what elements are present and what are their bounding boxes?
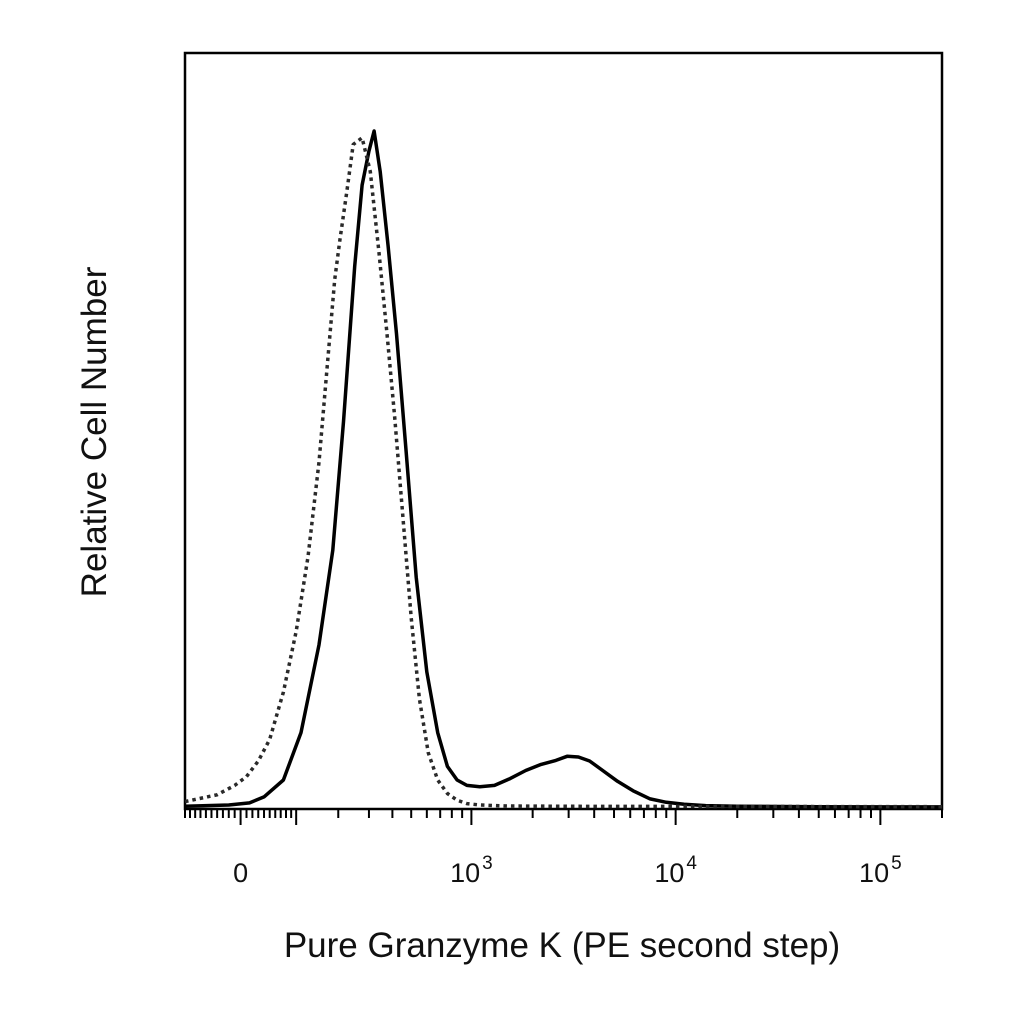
x-axis-tick-labels: 0 10 3 10 4 10 5 [233,853,902,888]
x-tick-label: 10 5 [859,853,902,888]
plot-frame [183,51,944,811]
series-line-dotted [184,136,943,809]
x-tick-label: 10 3 [450,853,493,888]
series-layer [184,129,943,809]
x-axis-ticks [184,809,943,825]
x-tick-label: 10 4 [654,853,697,888]
series-line-solid [184,129,943,809]
x-tick-label: 0 [233,858,248,888]
y-axis-title: Relative Cell Number [75,266,114,597]
x-axis-title: Pure Granzyme K (PE second step) [284,926,840,965]
